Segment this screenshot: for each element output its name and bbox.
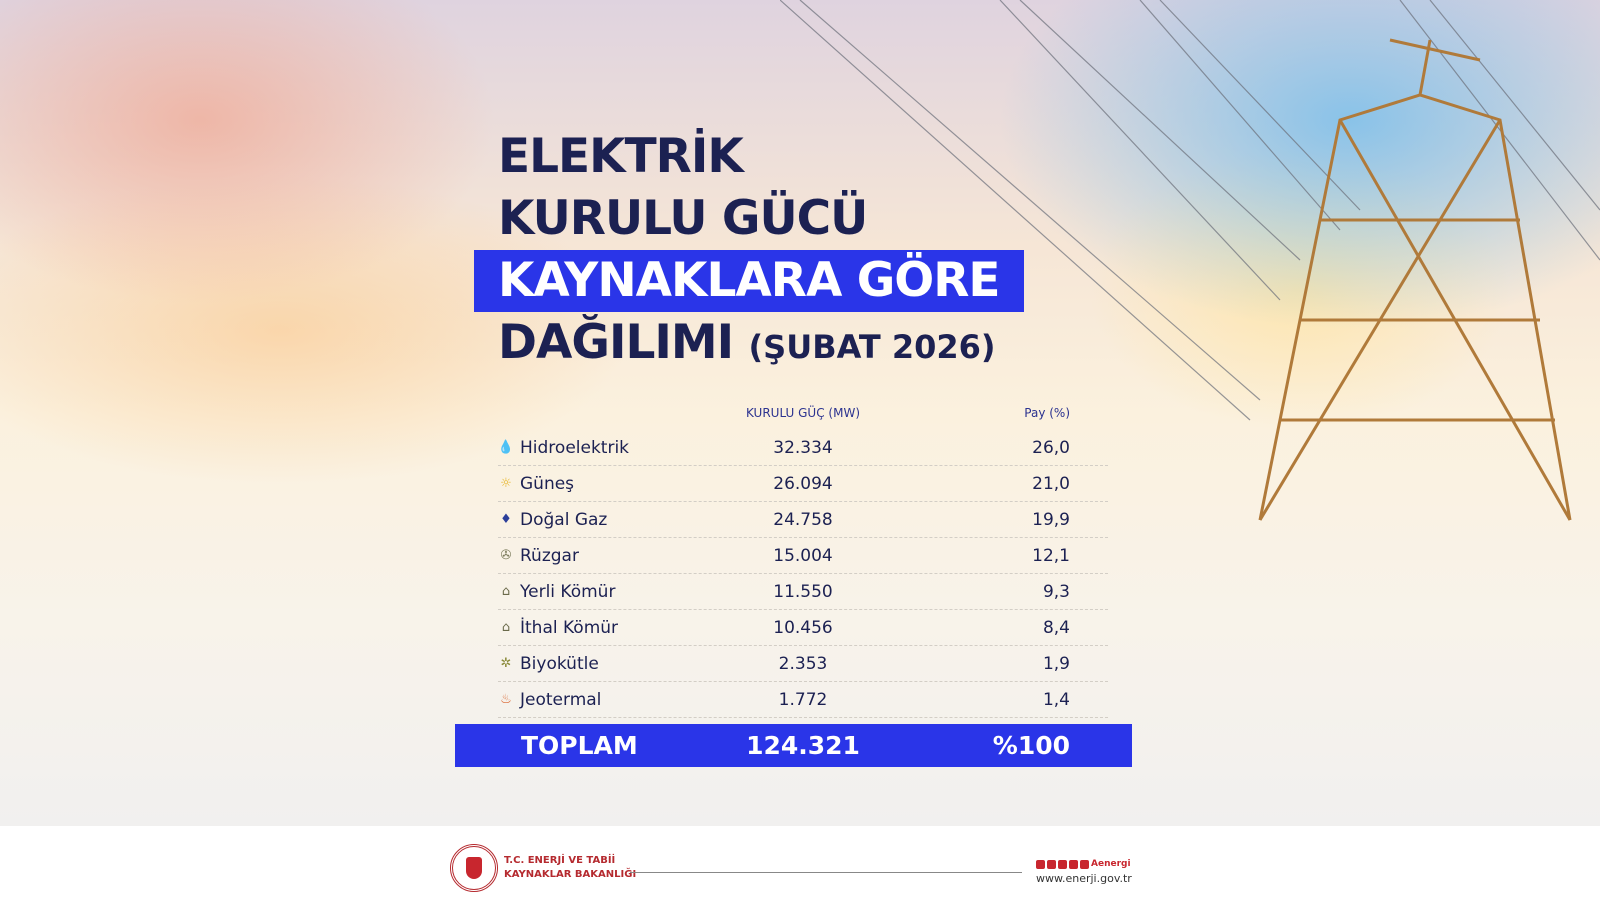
social-links: Aenergi xyxy=(1036,859,1131,869)
source-cell: ⌂ Yerli Kömür xyxy=(498,582,708,602)
total-label: TOPLAM xyxy=(521,731,638,760)
share-cell: 26,0 xyxy=(1032,437,1070,458)
footer-divider xyxy=(630,872,1022,873)
table-row: ☼ Güneş 26.094 21,0 xyxy=(498,466,1108,502)
footer xyxy=(0,826,1600,900)
wind-turbine-icon: ✇ xyxy=(500,548,512,563)
power-pylon-image xyxy=(780,0,1600,521)
title-line-4: DAĞILIMI xyxy=(498,315,734,370)
table-row: ✲ Biyokütle 2.353 1,9 xyxy=(498,646,1108,682)
header-capacity: KURULU GÜÇ (MW) xyxy=(746,406,860,420)
capacity-cell: 32.334 xyxy=(773,437,833,458)
share-cell: 9,3 xyxy=(1042,581,1070,602)
social-handle[interactable]: Aenergi xyxy=(1091,859,1131,869)
table-row: ✇ Rüzgar 15.004 12,1 xyxy=(498,538,1108,574)
instagram-icon[interactable] xyxy=(1036,859,1045,869)
table-row: ♨ Jeotermal 1.772 1,4 xyxy=(498,682,1108,718)
ministry-line-1: T.C. ENERJİ VE TABİİ xyxy=(504,855,616,866)
share-cell: 21,0 xyxy=(1032,473,1070,494)
source-name: Yerli Kömür xyxy=(520,581,616,602)
total-share: %100 xyxy=(992,731,1070,760)
total-row: TOPLAM 124.321 %100 xyxy=(455,724,1132,767)
source-cell: ♨ Jeotermal xyxy=(498,690,708,710)
capacity-cell: 24.758 xyxy=(773,509,833,530)
capacity-cell: 15.004 xyxy=(773,545,833,566)
title-line-2: KURULU GÜCÜ xyxy=(498,191,868,246)
capacity-cell: 10.456 xyxy=(773,617,833,638)
x-icon[interactable] xyxy=(1058,859,1067,869)
ministry-line-2: KAYNAKLAR BAKANLIĞI xyxy=(504,869,637,880)
youtube-icon[interactable] xyxy=(1069,859,1078,869)
capacity-table: KURULU GÜÇ (MW) Pay (%) 💧 Hidroelektrik 32… xyxy=(498,406,1108,718)
page-title: ELEKTRİK KURULU GÜCÜ KAYNAKLARA GÖRE DAĞ… xyxy=(474,126,1024,378)
source-name: Hidroelektrik xyxy=(520,437,630,458)
table-row: ⌂ Yerli Kömür 11.550 9,3 xyxy=(498,574,1108,610)
source-cell: ✲ Biyokütle xyxy=(498,654,708,674)
share-cell: 1,4 xyxy=(1042,689,1070,710)
website-link[interactable]: www.enerji.gov.tr xyxy=(1036,872,1132,885)
capacity-cell: 2.353 xyxy=(778,653,828,674)
source-name: İthal Kömür xyxy=(520,617,619,638)
ministry-seal-logo xyxy=(450,844,498,892)
share-cell: 1,9 xyxy=(1042,653,1070,674)
sky-background xyxy=(0,0,1600,826)
capacity-cell: 26.094 xyxy=(773,473,833,494)
coal-icon: ⌂ xyxy=(501,584,511,599)
capacity-cell: 1.772 xyxy=(778,689,828,710)
source-cell: ⌂ İthal Kömür xyxy=(498,618,708,638)
table-header: KURULU GÜÇ (MW) Pay (%) xyxy=(498,406,1108,430)
share-cell: 19,9 xyxy=(1032,509,1070,530)
share-cell: 8,4 xyxy=(1042,617,1070,638)
source-name: Biyokütle xyxy=(520,653,599,674)
geothermal-icon: ♨ xyxy=(500,692,512,707)
table-row: ⌂ İthal Kömür 10.456 8,4 xyxy=(498,610,1108,646)
source-name: Doğal Gaz xyxy=(520,509,608,530)
table-row: ♦ Doğal Gaz 24.758 19,9 xyxy=(498,502,1108,538)
source-name: Güneş xyxy=(520,473,575,494)
title-line-1: ELEKTRİK xyxy=(498,129,744,184)
linkedin-icon[interactable] xyxy=(1080,859,1089,869)
sun-icon: ☼ xyxy=(500,476,512,491)
coal-icon: ⌂ xyxy=(501,620,511,635)
capacity-cell: 11.550 xyxy=(773,581,833,602)
facebook-icon[interactable] xyxy=(1047,859,1056,869)
gas-flame-icon: ♦ xyxy=(500,512,512,527)
share-cell: 12,1 xyxy=(1032,545,1070,566)
water-drop-icon: 💧 xyxy=(497,440,515,455)
table-row: 💧 Hidroelektrik 32.334 26,0 xyxy=(498,430,1108,466)
biomass-icon: ✲ xyxy=(500,656,512,671)
header-share: Pay (%) xyxy=(1024,406,1070,420)
title-line-3-highlight: KAYNAKLARA GÖRE xyxy=(474,250,1024,312)
header-source xyxy=(498,406,708,430)
title-period: (ŞUBAT 2026) xyxy=(748,328,996,366)
source-cell: ♦ Doğal Gaz xyxy=(498,510,708,530)
source-cell: 💧 Hidroelektrik xyxy=(498,438,708,458)
source-name: Jeotermal xyxy=(520,689,602,710)
source-name: Rüzgar xyxy=(520,545,579,566)
source-cell: ☼ Güneş xyxy=(498,474,708,494)
source-cell: ✇ Rüzgar xyxy=(498,546,708,566)
ministry-name: T.C. ENERJİ VE TABİİ KAYNAKLAR BAKANLIĞI xyxy=(504,854,636,882)
total-capacity: 124.321 xyxy=(746,731,860,760)
